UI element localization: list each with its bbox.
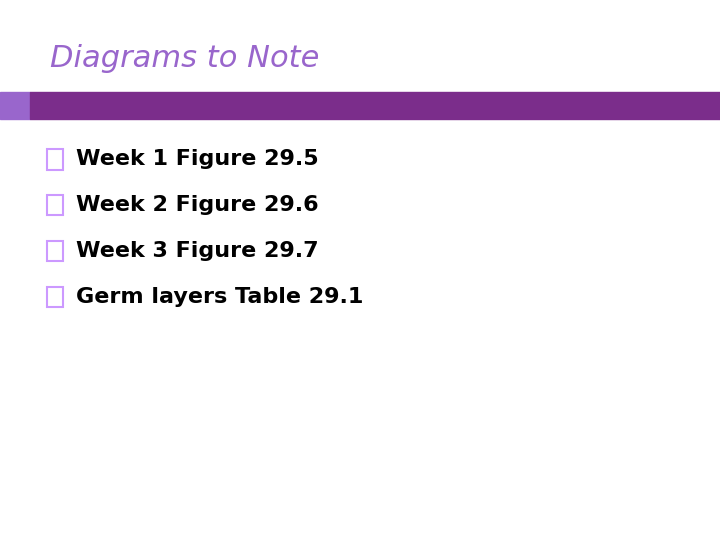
Text: Week 2 Figure 29.6: Week 2 Figure 29.6	[76, 195, 318, 215]
Text: Germ layers Table 29.1: Germ layers Table 29.1	[76, 287, 363, 307]
Bar	[0, 92, 30, 119]
Bar	[47, 149, 63, 170]
Bar	[47, 287, 63, 307]
Bar	[30, 92, 720, 119]
Bar	[47, 241, 63, 261]
Bar	[47, 195, 63, 215]
Text: Diagrams to Note: Diagrams to Note	[50, 44, 320, 73]
Text: Week 3 Figure 29.7: Week 3 Figure 29.7	[76, 241, 318, 261]
Text: Week 1 Figure 29.5: Week 1 Figure 29.5	[76, 149, 318, 170]
